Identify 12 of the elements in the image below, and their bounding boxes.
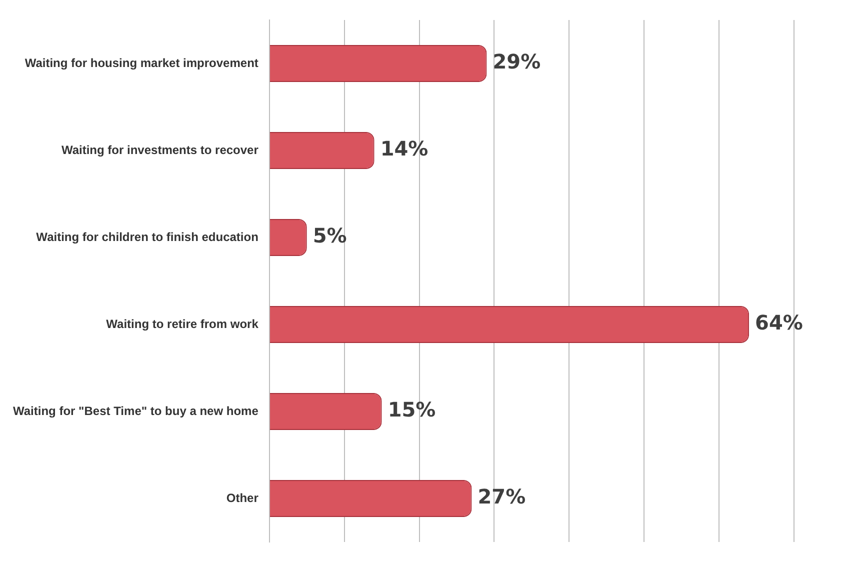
data-label: 64% [755, 310, 803, 335]
y-tick-label: Waiting for investments to recover [61, 142, 259, 157]
y-tick-label: Other [226, 490, 259, 505]
data-label: 5% [312, 224, 347, 248]
data-label: 29% [492, 50, 541, 74]
data-label: 14% [380, 136, 428, 161]
y-tick-label: Waiting to retire from work [106, 316, 259, 331]
y-tick-label: Waiting for housing market improvement [24, 56, 258, 70]
y-tick-label: Waiting for children to finish education [36, 230, 258, 244]
y-tick-label: Waiting for "Best Time" to buy a new home [12, 404, 259, 418]
data-label: 15% [388, 398, 436, 422]
data-label: 27% [478, 484, 526, 509]
